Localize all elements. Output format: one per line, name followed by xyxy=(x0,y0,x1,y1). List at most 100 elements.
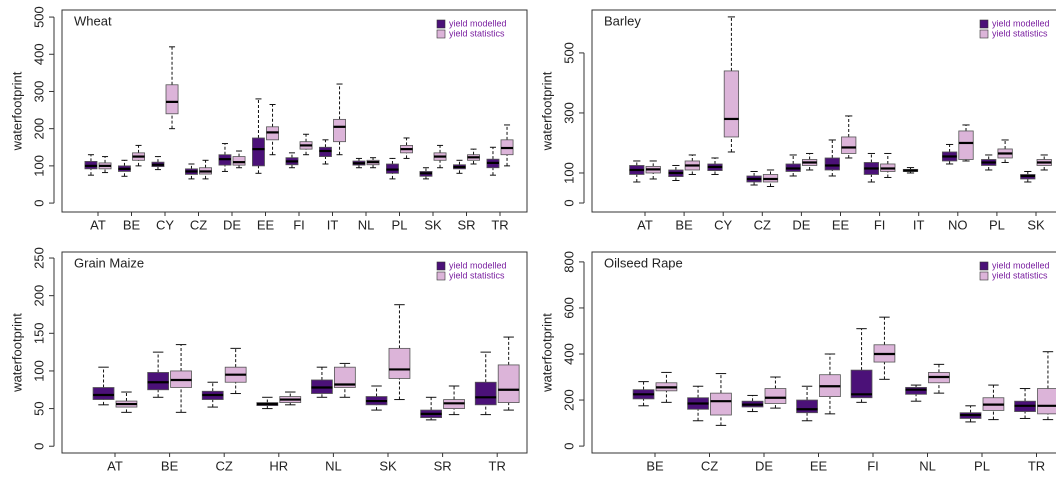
x-tick-label: EE xyxy=(257,217,275,232)
y-tick-label: 0 xyxy=(561,199,576,206)
y-tick-label: 800 xyxy=(561,251,576,273)
legend-swatch xyxy=(436,271,446,281)
x-tick-label: SK xyxy=(379,458,397,473)
legend-label: yield modelled xyxy=(449,18,507,28)
box xyxy=(147,372,169,391)
x-tick-label: SR xyxy=(457,217,475,232)
y-tick-label: 200 xyxy=(31,118,46,140)
box xyxy=(958,130,974,160)
y-tick-label: 200 xyxy=(561,389,576,411)
y-tick-label: 50 xyxy=(31,401,46,415)
x-tick-label: FI xyxy=(293,217,305,232)
y-tick-label: 0 xyxy=(31,199,46,206)
legend-label: yield statistics xyxy=(449,270,505,280)
x-tick-label: SR xyxy=(434,458,452,473)
panel-title: Oilseed Rape xyxy=(604,255,683,270)
box xyxy=(333,366,356,388)
legend-swatch xyxy=(436,19,446,29)
box xyxy=(764,388,787,404)
legend-swatch xyxy=(436,261,446,271)
x-tick-label: CZ xyxy=(190,217,207,232)
panel-title: Barley xyxy=(604,13,641,28)
y-tick-label: 300 xyxy=(31,81,46,103)
legend-swatch xyxy=(979,261,989,271)
legend-label: yield statistics xyxy=(992,28,1048,38)
legend-label: yield modelled xyxy=(992,18,1050,28)
x-tick-label: FI xyxy=(867,458,879,473)
box xyxy=(796,399,818,414)
y-tick-label: 100 xyxy=(561,162,576,184)
legend-swatch xyxy=(979,19,989,29)
panel-title: Wheat xyxy=(74,13,112,28)
x-tick-label: BE xyxy=(675,217,693,232)
y-tick-label: 200 xyxy=(31,285,46,307)
box xyxy=(474,381,497,406)
x-tick-label: HR xyxy=(269,458,288,473)
panel-title: Grain Maize xyxy=(74,255,144,270)
x-tick-label: IT xyxy=(913,217,925,232)
x-tick-label: CY xyxy=(156,217,174,232)
x-tick-label: DE xyxy=(792,217,810,232)
x-tick-label: AT xyxy=(637,217,653,232)
legend-swatch xyxy=(436,29,446,39)
legend-swatch xyxy=(979,29,989,39)
box xyxy=(905,386,927,395)
panel: Barley waterfootprint 0 100 300 500 AT BE CY CZ DE… xyxy=(539,9,1056,232)
box xyxy=(92,387,115,400)
y-axis-label: waterfootprint xyxy=(539,71,554,151)
legend-label: yield statistics xyxy=(992,270,1048,280)
y-axis-label: waterfootprint xyxy=(539,313,554,393)
x-tick-label: DE xyxy=(755,458,773,473)
plot-frame xyxy=(591,251,1056,454)
x-tick-label: TR xyxy=(489,458,506,473)
x-tick-label: EE xyxy=(832,217,850,232)
y-tick-label: 100 xyxy=(31,360,46,382)
x-tick-label: AT xyxy=(107,458,123,473)
x-tick-label: IT xyxy=(327,217,339,232)
box xyxy=(723,70,740,138)
x-tick-label: PL xyxy=(974,458,990,473)
x-tick-label: SK xyxy=(1027,217,1045,232)
plot-frame xyxy=(61,251,528,454)
legend-label: yield modelled xyxy=(992,260,1050,270)
x-tick-label: NO xyxy=(948,217,968,232)
x-tick-label: PL xyxy=(392,217,408,232)
y-axis-label: waterfootprint xyxy=(9,71,24,151)
box xyxy=(232,156,246,166)
x-tick-label: NL xyxy=(358,217,375,232)
box xyxy=(824,157,840,171)
x-tick-label: DE xyxy=(223,217,241,232)
box xyxy=(710,392,732,416)
x-tick-label: BE xyxy=(161,458,179,473)
legend-label: yield modelled xyxy=(449,260,507,270)
legend-swatch xyxy=(979,271,989,281)
x-tick-label: NL xyxy=(325,458,342,473)
y-tick-label: 500 xyxy=(561,42,576,64)
box xyxy=(333,118,346,143)
panel: Wheat waterfootprint 0 100 200 300 400 500 AT BE C… xyxy=(9,6,528,232)
y-tick-label: 400 xyxy=(561,343,576,365)
box xyxy=(165,84,179,115)
x-tick-label: EE xyxy=(810,458,828,473)
x-tick-label: NL xyxy=(919,458,936,473)
x-tick-label: CY xyxy=(714,217,732,232)
box xyxy=(841,136,857,154)
x-tick-label: PL xyxy=(989,217,1005,232)
y-axis-label: waterfootprint xyxy=(9,313,24,393)
x-tick-label: BE xyxy=(123,217,141,232)
panel: Oilseed Rape waterfootprint 0 200 400 600 800 B… xyxy=(539,251,1056,473)
legend-label: yield statistics xyxy=(449,28,505,38)
y-tick-label: 250 xyxy=(31,247,46,269)
x-tick-label: TR xyxy=(491,217,508,232)
x-tick-label: CZ xyxy=(216,458,233,473)
x-tick-label: CZ xyxy=(701,458,718,473)
box xyxy=(497,364,520,403)
box xyxy=(252,137,265,167)
x-tick-label: CZ xyxy=(754,217,771,232)
y-tick-label: 400 xyxy=(31,43,46,65)
x-tick-label: SK xyxy=(424,217,442,232)
y-tick-label: 0 xyxy=(561,442,576,449)
x-tick-label: AT xyxy=(90,217,106,232)
y-tick-label: 0 xyxy=(31,443,46,450)
